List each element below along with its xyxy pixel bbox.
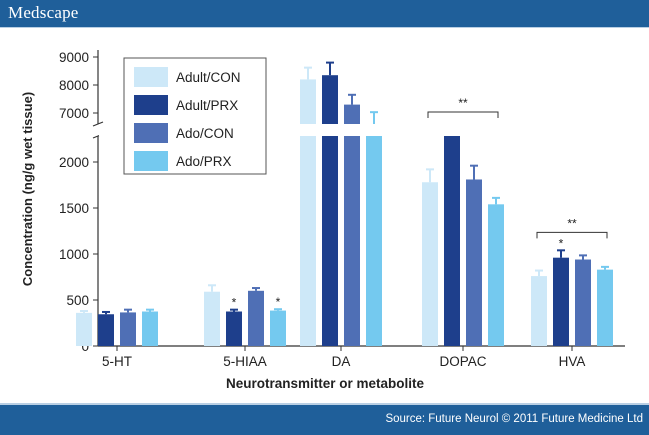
legend-swatch: [134, 67, 168, 87]
significance-marker: *: [276, 295, 281, 309]
legend-swatch: [134, 123, 168, 143]
significance-marker: **: [567, 216, 577, 230]
chart-marks: 0 500 1000 1500 2000 7000 8000 9000 5-HT 5-HIAA DA…: [59, 50, 626, 369]
x-tick-label: HVA: [559, 354, 586, 369]
significance-marker: **: [458, 96, 468, 110]
y-tick-label: 7000: [59, 106, 89, 121]
y-tick-label: 1500: [59, 201, 89, 216]
bar: [142, 311, 158, 346]
bar: [466, 179, 482, 346]
bar: [120, 312, 136, 346]
bar: [597, 269, 613, 346]
y-tick-label: 500: [66, 293, 89, 308]
x-tick-label: 5-HIAA: [223, 354, 267, 369]
x-tick-label: 5-HT: [102, 354, 132, 369]
bar: [322, 75, 338, 346]
bar: [98, 314, 114, 346]
legend-label: Adult/CON: [176, 70, 241, 85]
header-bar: Medscape: [0, 0, 649, 28]
significance-marker: *: [232, 296, 237, 310]
footer-divider: [0, 403, 649, 405]
x-tick-label: DOPAC: [439, 354, 486, 369]
y-tick-label: 8000: [59, 78, 89, 93]
y-axis-label: Concentration (ng/g wet tissue): [20, 92, 35, 286]
y-tick-label: 1000: [59, 247, 89, 262]
bar: [488, 204, 504, 346]
legend-label: Ado/CON: [176, 126, 234, 141]
axis-break-mark: [92, 121, 104, 127]
bar: [444, 130, 460, 346]
footer-bar: [0, 405, 649, 435]
legend-swatch: [134, 151, 168, 171]
y-tick-label: 0: [81, 339, 89, 354]
legend-label: Ado/PRX: [176, 154, 232, 169]
x-tick-label: DA: [332, 354, 351, 369]
bar: [531, 276, 547, 346]
legend-label: Adult/PRX: [176, 98, 238, 113]
y-tick-label: 9000: [59, 50, 89, 65]
significance-marker: *: [559, 236, 564, 250]
y-tick-label: 2000: [59, 155, 89, 170]
legend-swatch: [134, 95, 168, 115]
bar: [366, 130, 382, 346]
bar: [248, 290, 264, 346]
bar: [226, 311, 242, 346]
significance-bracket: [427, 111, 499, 118]
bar: [422, 182, 438, 346]
x-axis-label: Neurotransmitter or metabolite: [226, 376, 425, 391]
source-credit: Source: Future Neurol © 2011 Future Medi…: [385, 413, 643, 425]
bar: [344, 104, 360, 346]
brand-logo: Medscape: [8, 3, 79, 22]
bar: [76, 312, 92, 346]
bar: [575, 259, 591, 346]
bar: [270, 310, 286, 346]
bar: [300, 79, 316, 347]
significance-bracket: [536, 231, 608, 239]
bar: [204, 291, 220, 346]
bar: [553, 257, 569, 346]
